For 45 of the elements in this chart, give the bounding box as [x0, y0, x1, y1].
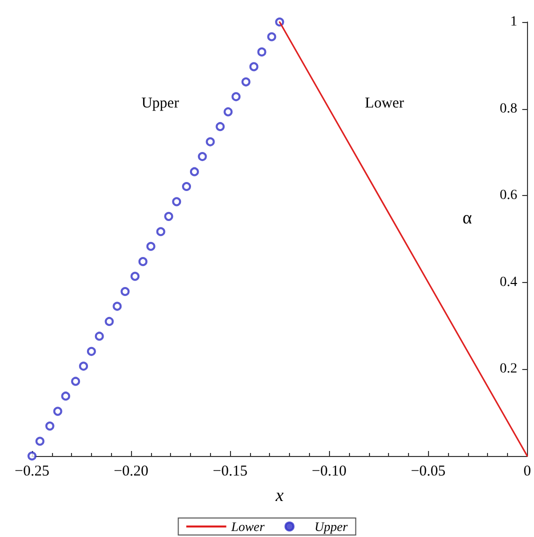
- point: [86, 346, 96, 356]
- point: [156, 227, 166, 236]
- point: [164, 212, 174, 221]
- y-tick-label: 0.6: [500, 188, 518, 204]
- point: [71, 376, 80, 386]
- x-tick-label: −0.25: [14, 464, 50, 480]
- point: [138, 257, 148, 266]
- point: [241, 77, 250, 86]
- point: [232, 92, 241, 102]
- x-tick-label: −0.15: [212, 464, 248, 480]
- point: [94, 332, 104, 341]
- x-tick-label: −0.05: [410, 464, 446, 480]
- point: [182, 182, 192, 191]
- y-tick-label: 0.8: [500, 101, 518, 116]
- point: [206, 137, 215, 146]
- point: [249, 62, 258, 72]
- annotation: Upper: [141, 95, 179, 112]
- x-axis-title: x: [274, 485, 284, 505]
- point: [216, 122, 225, 132]
- point: [61, 392, 70, 401]
- point: [267, 32, 276, 42]
- x-tick-label: −0.10: [312, 464, 347, 480]
- point: [112, 302, 122, 311]
- point: [257, 47, 266, 56]
- x-tick-label: 0: [524, 464, 531, 480]
- legend-label: Upper: [314, 519, 349, 534]
- point: [224, 107, 233, 116]
- point: [79, 362, 88, 371]
- point: [130, 272, 140, 281]
- point: [35, 436, 44, 446]
- y-tick-label: 0.2: [500, 362, 518, 377]
- point: [172, 197, 182, 206]
- point: [45, 422, 54, 431]
- point: [146, 242, 156, 251]
- point: [53, 406, 62, 416]
- point: [198, 152, 207, 162]
- legend-label: Lower: [230, 519, 266, 534]
- y-axis-title: α: [462, 207, 473, 228]
- annotation: Lower: [364, 95, 404, 112]
- y-tick-label: 1: [510, 14, 518, 30]
- point: [104, 316, 114, 326]
- point: [190, 167, 199, 176]
- point: [120, 287, 130, 296]
- x-tick-label: −0.20: [114, 464, 148, 480]
- y-tick-label: 0.4: [500, 274, 518, 290]
